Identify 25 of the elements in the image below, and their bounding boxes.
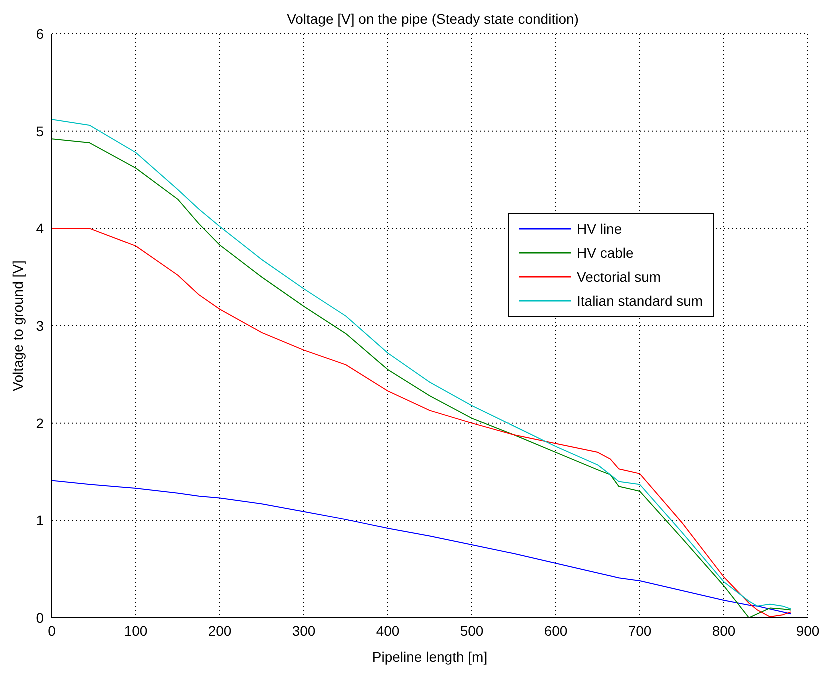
- x-tick-label: 300: [292, 622, 316, 639]
- chart-title: Voltage [V] on the pipe (Steady state condition): [287, 11, 579, 27]
- x-tick-label: 100: [124, 622, 148, 639]
- legend-label: HV cable: [577, 244, 634, 263]
- y-tick-label: 0: [36, 610, 44, 626]
- x-tick-label: 200: [208, 622, 232, 639]
- x-tick-label: 900: [796, 622, 820, 639]
- y-axis-title: Voltage to ground [V]: [10, 260, 26, 392]
- y-tick-label: 2: [36, 415, 44, 432]
- x-tick-label: 500: [460, 622, 484, 639]
- x-tick-label: 700: [628, 622, 652, 639]
- legend-label: HV line: [577, 220, 622, 239]
- legend-label: Vectorial sum: [577, 268, 662, 287]
- x-tick-label: 400: [376, 622, 400, 639]
- x-tick-label: 600: [544, 622, 568, 639]
- x-axis-title: Pipeline length [m]: [372, 649, 488, 665]
- legend-label: Italian standard sum: [577, 292, 704, 311]
- y-tick-label: 6: [36, 26, 44, 42]
- y-tick-label: 1: [36, 512, 44, 529]
- y-tick-label: 5: [36, 123, 44, 140]
- y-tick-label: 4: [36, 220, 44, 237]
- x-tick-label: 0: [48, 622, 56, 639]
- x-tick-label: 800: [712, 622, 736, 639]
- line-series: [52, 480, 792, 615]
- y-tick-label: 3: [36, 318, 44, 334]
